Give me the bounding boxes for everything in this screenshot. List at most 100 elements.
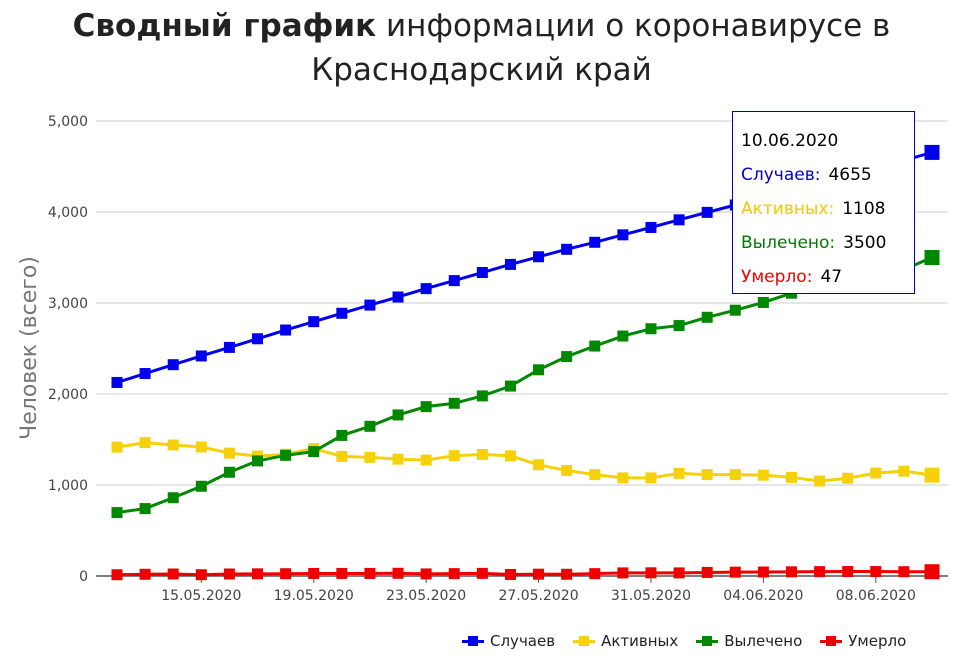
data-point[interactable] — [111, 507, 123, 519]
data-point[interactable] — [729, 304, 741, 316]
data-point[interactable] — [561, 464, 573, 476]
data-point[interactable] — [673, 214, 685, 226]
data-point[interactable] — [280, 568, 292, 580]
data-point[interactable] — [223, 447, 235, 459]
data-point[interactable] — [476, 390, 488, 402]
data-point[interactable] — [645, 567, 657, 579]
data-point[interactable] — [533, 251, 545, 263]
data-point[interactable] — [561, 351, 573, 363]
data-point[interactable] — [645, 472, 657, 484]
data-point[interactable] — [504, 450, 516, 462]
data-point[interactable] — [280, 324, 292, 336]
data-point[interactable] — [195, 350, 207, 362]
data-point[interactable] — [167, 439, 179, 451]
data-point[interactable] — [336, 429, 348, 441]
data-point[interactable] — [392, 291, 404, 303]
data-point[interactable] — [898, 465, 910, 477]
data-point[interactable] — [139, 503, 151, 515]
data-point[interactable] — [842, 472, 854, 484]
data-point[interactable] — [392, 409, 404, 421]
data-point[interactable] — [617, 567, 629, 579]
data-point[interactable] — [308, 316, 320, 328]
data-point[interactable] — [308, 567, 320, 579]
data-point[interactable] — [645, 221, 657, 233]
data-point[interactable] — [561, 568, 573, 580]
data-point[interactable] — [252, 333, 264, 345]
data-point[interactable] — [420, 454, 432, 466]
data-point[interactable] — [223, 466, 235, 478]
data-point[interactable] — [195, 480, 207, 492]
data-point[interactable] — [223, 568, 235, 580]
data-point[interactable] — [476, 567, 488, 579]
data-point[interactable] — [924, 467, 940, 483]
data-point[interactable] — [785, 471, 797, 483]
data-point[interactable] — [924, 250, 940, 265]
data-point[interactable] — [448, 450, 460, 462]
legend-item[interactable]: Вылечено — [696, 630, 802, 652]
data-point[interactable] — [589, 469, 601, 481]
data-point[interactable] — [364, 420, 376, 432]
data-point[interactable] — [589, 340, 601, 352]
data-point[interactable] — [701, 566, 713, 578]
data-point[interactable] — [280, 449, 292, 461]
data-point[interactable] — [448, 397, 460, 409]
data-point[interactable] — [392, 453, 404, 465]
data-point[interactable] — [223, 341, 235, 353]
legend-item[interactable]: Умерло — [820, 630, 906, 652]
data-point[interactable] — [617, 472, 629, 484]
data-point[interactable] — [870, 467, 882, 479]
data-point[interactable] — [308, 446, 320, 458]
data-point[interactable] — [111, 569, 123, 581]
data-point[interactable] — [195, 569, 207, 581]
data-point[interactable] — [533, 459, 545, 471]
data-point[interactable] — [673, 320, 685, 332]
data-point[interactable] — [701, 206, 713, 218]
data-point[interactable] — [336, 567, 348, 579]
data-point[interactable] — [392, 567, 404, 579]
data-point[interactable] — [673, 567, 685, 579]
data-point[interactable] — [336, 307, 348, 319]
data-point[interactable] — [504, 258, 516, 270]
data-point[interactable] — [504, 568, 516, 580]
data-point[interactable] — [111, 376, 123, 388]
data-point[interactable] — [898, 566, 910, 578]
data-point[interactable] — [617, 330, 629, 342]
data-point[interactable] — [139, 437, 151, 449]
data-point[interactable] — [364, 567, 376, 579]
data-point[interactable] — [448, 568, 460, 580]
data-point[interactable] — [729, 566, 741, 578]
data-point[interactable] — [673, 467, 685, 479]
legend-item[interactable]: Активных — [573, 630, 678, 652]
data-point[interactable] — [139, 368, 151, 380]
data-point[interactable] — [139, 568, 151, 580]
data-point[interactable] — [589, 236, 601, 248]
data-point[interactable] — [476, 267, 488, 279]
data-point[interactable] — [167, 492, 179, 504]
legend-item[interactable]: Случаев — [462, 630, 555, 652]
data-point[interactable] — [533, 568, 545, 580]
data-point[interactable] — [924, 144, 940, 160]
data-point[interactable] — [504, 380, 516, 392]
data-point[interactable] — [476, 448, 488, 460]
data-point[interactable] — [924, 564, 940, 580]
data-point[interactable] — [364, 451, 376, 463]
data-point[interactable] — [252, 455, 264, 467]
data-point[interactable] — [814, 475, 826, 487]
data-point[interactable] — [195, 441, 207, 453]
data-point[interactable] — [589, 568, 601, 580]
data-point[interactable] — [757, 296, 769, 308]
data-point[interactable] — [561, 243, 573, 255]
data-point[interactable] — [617, 229, 629, 241]
data-point[interactable] — [167, 568, 179, 580]
data-point[interactable] — [729, 469, 741, 481]
data-point[interactable] — [814, 566, 826, 578]
data-point[interactable] — [533, 364, 545, 376]
data-point[interactable] — [167, 359, 179, 371]
data-point[interactable] — [785, 566, 797, 578]
data-point[interactable] — [364, 299, 376, 311]
data-point[interactable] — [420, 401, 432, 413]
data-point[interactable] — [757, 566, 769, 578]
data-point[interactable] — [448, 275, 460, 287]
data-point[interactable] — [870, 566, 882, 578]
